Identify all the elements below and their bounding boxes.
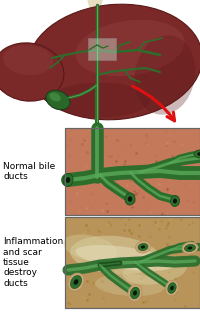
Ellipse shape (194, 150, 200, 158)
Ellipse shape (141, 246, 145, 249)
Ellipse shape (170, 196, 180, 207)
Ellipse shape (182, 242, 198, 254)
Ellipse shape (188, 246, 192, 250)
Bar (65, 128, 200, 215)
Ellipse shape (28, 4, 200, 120)
FancyArrowPatch shape (133, 86, 175, 121)
Ellipse shape (168, 283, 176, 293)
Ellipse shape (135, 35, 195, 115)
Text: Normal bile
ducts: Normal bile ducts (3, 162, 55, 181)
Ellipse shape (68, 273, 84, 291)
Ellipse shape (75, 245, 175, 271)
Ellipse shape (0, 43, 64, 101)
Polygon shape (88, 0, 102, 8)
Ellipse shape (197, 152, 200, 156)
Ellipse shape (46, 90, 70, 110)
Bar (65, 217, 200, 308)
Ellipse shape (74, 279, 78, 285)
Ellipse shape (49, 93, 61, 101)
Bar (65, 128, 200, 215)
Ellipse shape (138, 243, 148, 251)
Ellipse shape (128, 285, 142, 301)
Text: Inflammation
and scar
tissue
destroy
ducts: Inflammation and scar tissue destroy duc… (3, 237, 63, 288)
Ellipse shape (50, 82, 150, 118)
Ellipse shape (130, 287, 140, 299)
Ellipse shape (133, 290, 137, 295)
Ellipse shape (63, 235, 117, 261)
Ellipse shape (70, 275, 82, 289)
Ellipse shape (63, 173, 73, 187)
Ellipse shape (173, 198, 177, 203)
Ellipse shape (170, 286, 174, 290)
Ellipse shape (95, 274, 165, 296)
Ellipse shape (123, 256, 187, 285)
Ellipse shape (136, 241, 150, 253)
Ellipse shape (75, 20, 185, 76)
Ellipse shape (128, 196, 132, 202)
Ellipse shape (3, 45, 53, 75)
Ellipse shape (66, 177, 70, 183)
Ellipse shape (165, 280, 179, 296)
Bar (88, 38, 116, 60)
Ellipse shape (185, 244, 195, 251)
Ellipse shape (70, 236, 160, 274)
Ellipse shape (125, 193, 135, 205)
Bar (65, 217, 200, 308)
